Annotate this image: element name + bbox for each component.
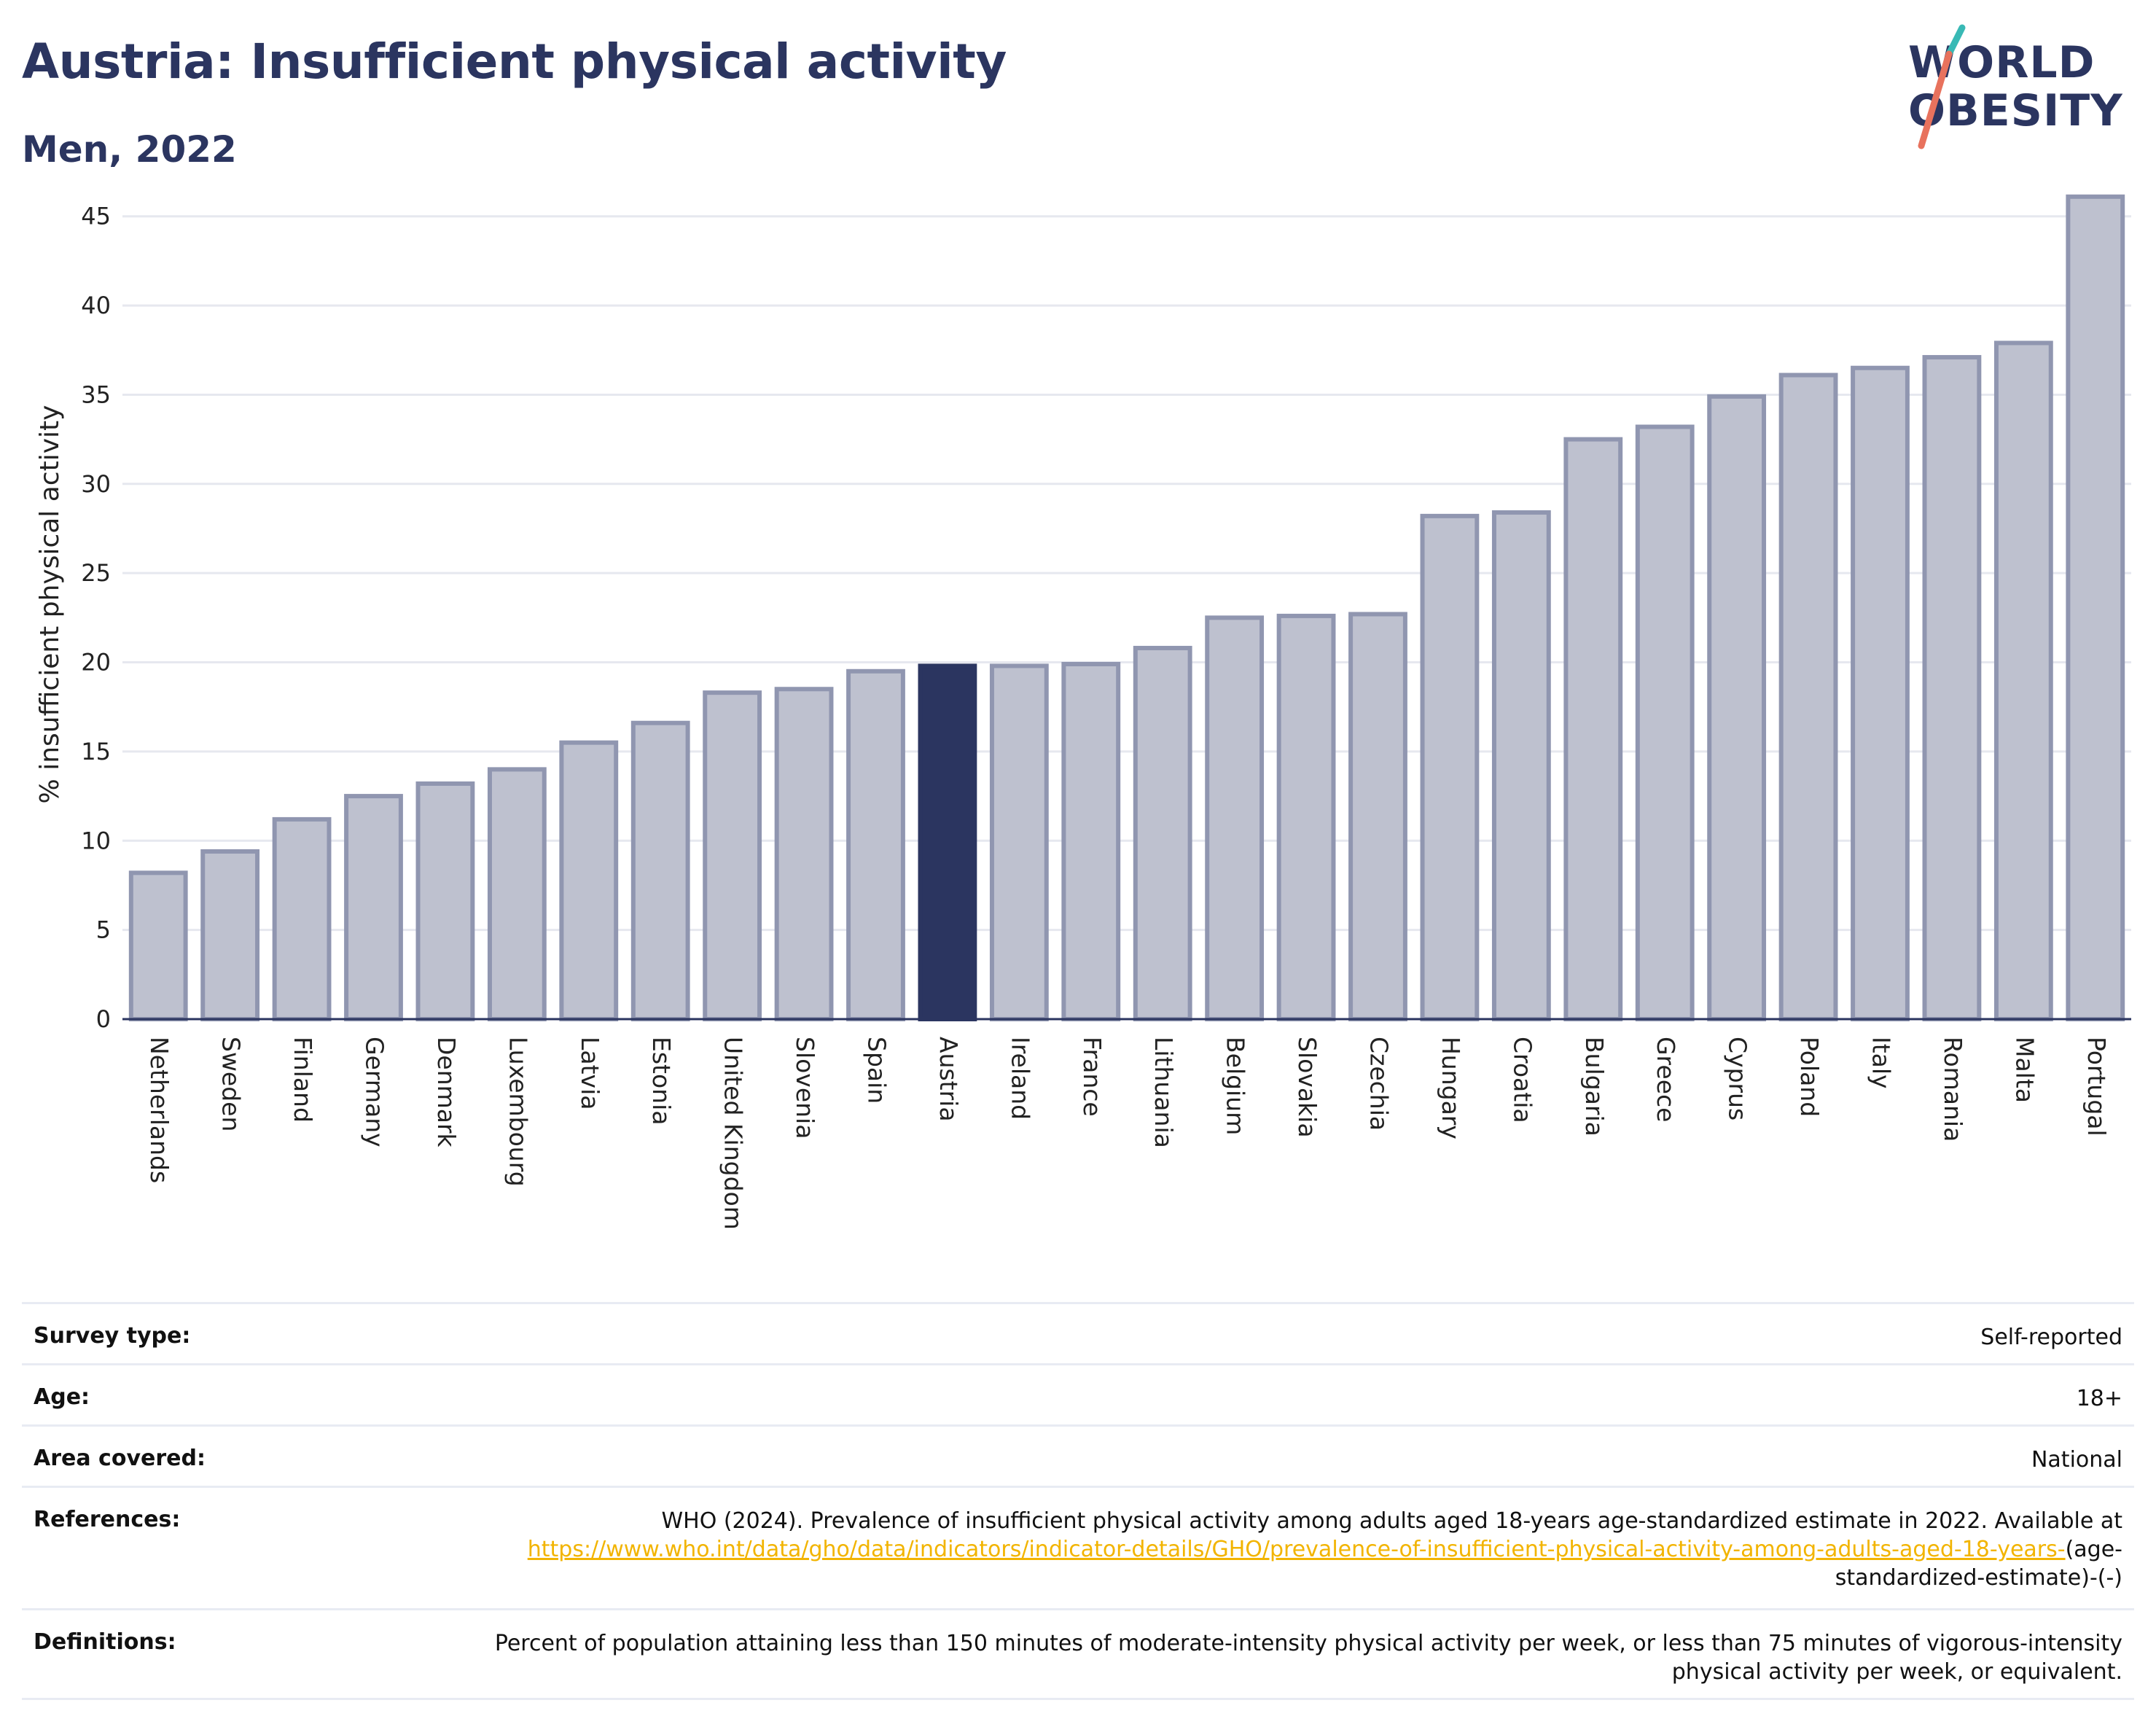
x-tick-label: Denmark	[432, 1037, 461, 1148]
x-tick-label: Malta	[2010, 1037, 2039, 1103]
y-tick-label: 30	[81, 470, 111, 498]
x-tick-label: Greece	[1652, 1037, 1680, 1122]
bar-slovakia	[1276, 613, 1336, 1021]
chart-title: Austria: Insufficient physical activity	[22, 34, 1007, 90]
logo-slash-icon	[1918, 24, 1966, 149]
references-value: WHO (2024). Prevalence of insufficient p…	[446, 1507, 2122, 1592]
bar-poland	[1778, 373, 1838, 1021]
bar-austria	[918, 663, 977, 1021]
bar-romania	[1922, 355, 1982, 1022]
y-tick-label: 10	[81, 827, 111, 854]
x-tick-label: Hungary	[1437, 1037, 1465, 1139]
definitions-value: Percent of population attaining less tha…	[494, 1631, 2122, 1685]
definitions-row: Definitions: Percent of population attai…	[22, 1608, 2134, 1700]
x-tick-label: Slovenia	[791, 1037, 819, 1139]
bar-spain	[846, 668, 905, 1021]
bar-united-kingdom	[703, 690, 762, 1021]
area-covered-value: National	[2031, 1447, 2122, 1473]
x-tick-label: Slovakia	[1293, 1037, 1321, 1138]
x-tick-label: Austria	[934, 1037, 963, 1122]
x-tick-label: Spain	[863, 1037, 891, 1104]
bar-bulgaria	[1563, 437, 1623, 1021]
logo-slash-teal	[1945, 24, 1966, 58]
x-axis-labels: Netherlands Sweden Finland Germany Denmark Lu…	[145, 1037, 2111, 1230]
bar-estonia	[630, 720, 690, 1021]
bar-netherlands	[128, 870, 188, 1021]
y-tick-label: 20	[81, 649, 111, 677]
survey-type-value: Self-reported	[1980, 1325, 2122, 1350]
x-tick-label: Estonia	[647, 1037, 676, 1125]
x-tick-label: Netherlands	[145, 1037, 173, 1183]
x-tick-label: Sweden	[217, 1037, 246, 1131]
bar-sweden	[200, 849, 260, 1022]
y-axis-title: % insufficient physical activity	[35, 405, 65, 804]
y-tick-label: 15	[81, 738, 111, 765]
bar-latvia	[559, 740, 619, 1022]
y-tick-label: 35	[81, 381, 111, 408]
references-link[interactable]: https://www.who.int/data/gho/data/indica…	[527, 1537, 2066, 1562]
logo-word-obesity: OBESITY	[1908, 85, 2123, 136]
x-tick-label: Portugal	[2082, 1037, 2111, 1136]
bar-italy	[1851, 365, 1910, 1021]
bar-luxembourg	[487, 767, 547, 1021]
x-tick-label: Bulgaria	[1580, 1037, 1609, 1136]
definitions-label: Definitions:	[34, 1629, 176, 1655]
x-tick-label: Croatia	[1508, 1037, 1536, 1123]
age-row: Age: 18+	[22, 1363, 2134, 1424]
x-tick-label: Luxembourg	[504, 1037, 532, 1187]
bar-denmark	[415, 781, 475, 1021]
bar-portugal	[2066, 194, 2125, 1021]
y-tick-label: 45	[81, 203, 111, 230]
survey-type-label: Survey type:	[34, 1323, 191, 1349]
references-suffix: (age-standardized-estimate)-(-)	[1835, 1537, 2122, 1591]
bar-finland	[272, 816, 332, 1021]
y-tick-label: 5	[96, 916, 111, 944]
x-tick-label: Belgium	[1222, 1037, 1250, 1135]
bar-croatia	[1491, 510, 1551, 1021]
y-tick-label: 40	[81, 292, 111, 319]
area-covered-row: Area covered: National	[22, 1424, 2134, 1486]
metadata-table: Survey type: Self-reported Age: 18+ Area…	[22, 1302, 2134, 1700]
bar-czechia	[1348, 612, 1407, 1021]
x-tick-label: Ireland	[1006, 1037, 1034, 1120]
bar-cyprus	[1707, 394, 1767, 1021]
bar-lithuania	[1133, 645, 1192, 1022]
x-tick-label: Poland	[1795, 1037, 1824, 1117]
bar-hungary	[1420, 513, 1480, 1021]
y-tick-label: 25	[81, 559, 111, 587]
x-tick-label: United Kingdom	[719, 1037, 748, 1230]
chart-subtitle: Men, 2022	[22, 128, 237, 171]
x-tick-label: Lithuania	[1149, 1037, 1178, 1148]
bars	[128, 194, 2125, 1022]
x-tick-label: Cyprus	[1724, 1037, 1752, 1120]
x-tick-label: France	[1078, 1037, 1106, 1117]
area-covered-label: Area covered:	[34, 1446, 206, 1471]
survey-type-row: Survey type: Self-reported	[22, 1302, 2134, 1363]
bar-germany	[344, 794, 403, 1021]
references-text: WHO (2024). Prevalence of insufficient p…	[661, 1508, 2122, 1534]
x-tick-label: Romania	[1939, 1037, 1967, 1142]
y-axis-ticks: 0 5 10 15 20 25 30 35 40 45	[81, 203, 111, 1033]
references-label: References:	[34, 1507, 181, 1532]
bar-greece	[1635, 424, 1695, 1021]
bar-ireland	[989, 663, 1049, 1021]
bar-france	[1061, 661, 1121, 1021]
x-tick-label: Finland	[289, 1037, 317, 1123]
x-tick-label: Germany	[361, 1037, 389, 1147]
bar-slovenia	[774, 687, 834, 1021]
x-tick-label: Czechia	[1365, 1037, 1394, 1131]
x-tick-label: Latvia	[576, 1037, 604, 1110]
world-obesity-logo: WORLD OBESITY	[1895, 22, 2143, 153]
bar-chart: 0 5 10 15 20 25 30 35 40 45 Netherlands Sweden Finl…	[35, 194, 2131, 1230]
x-tick-label: Italy	[1867, 1037, 1896, 1089]
age-value: 18+	[2076, 1386, 2122, 1411]
references-row: References: WHO (2024). Prevalence of in…	[22, 1486, 2134, 1608]
bar-malta	[1993, 340, 2053, 1021]
age-label: Age:	[34, 1384, 90, 1410]
y-tick-label: 0	[96, 1005, 111, 1033]
logo-slash-red	[1918, 50, 1953, 149]
bar-belgium	[1205, 615, 1265, 1021]
